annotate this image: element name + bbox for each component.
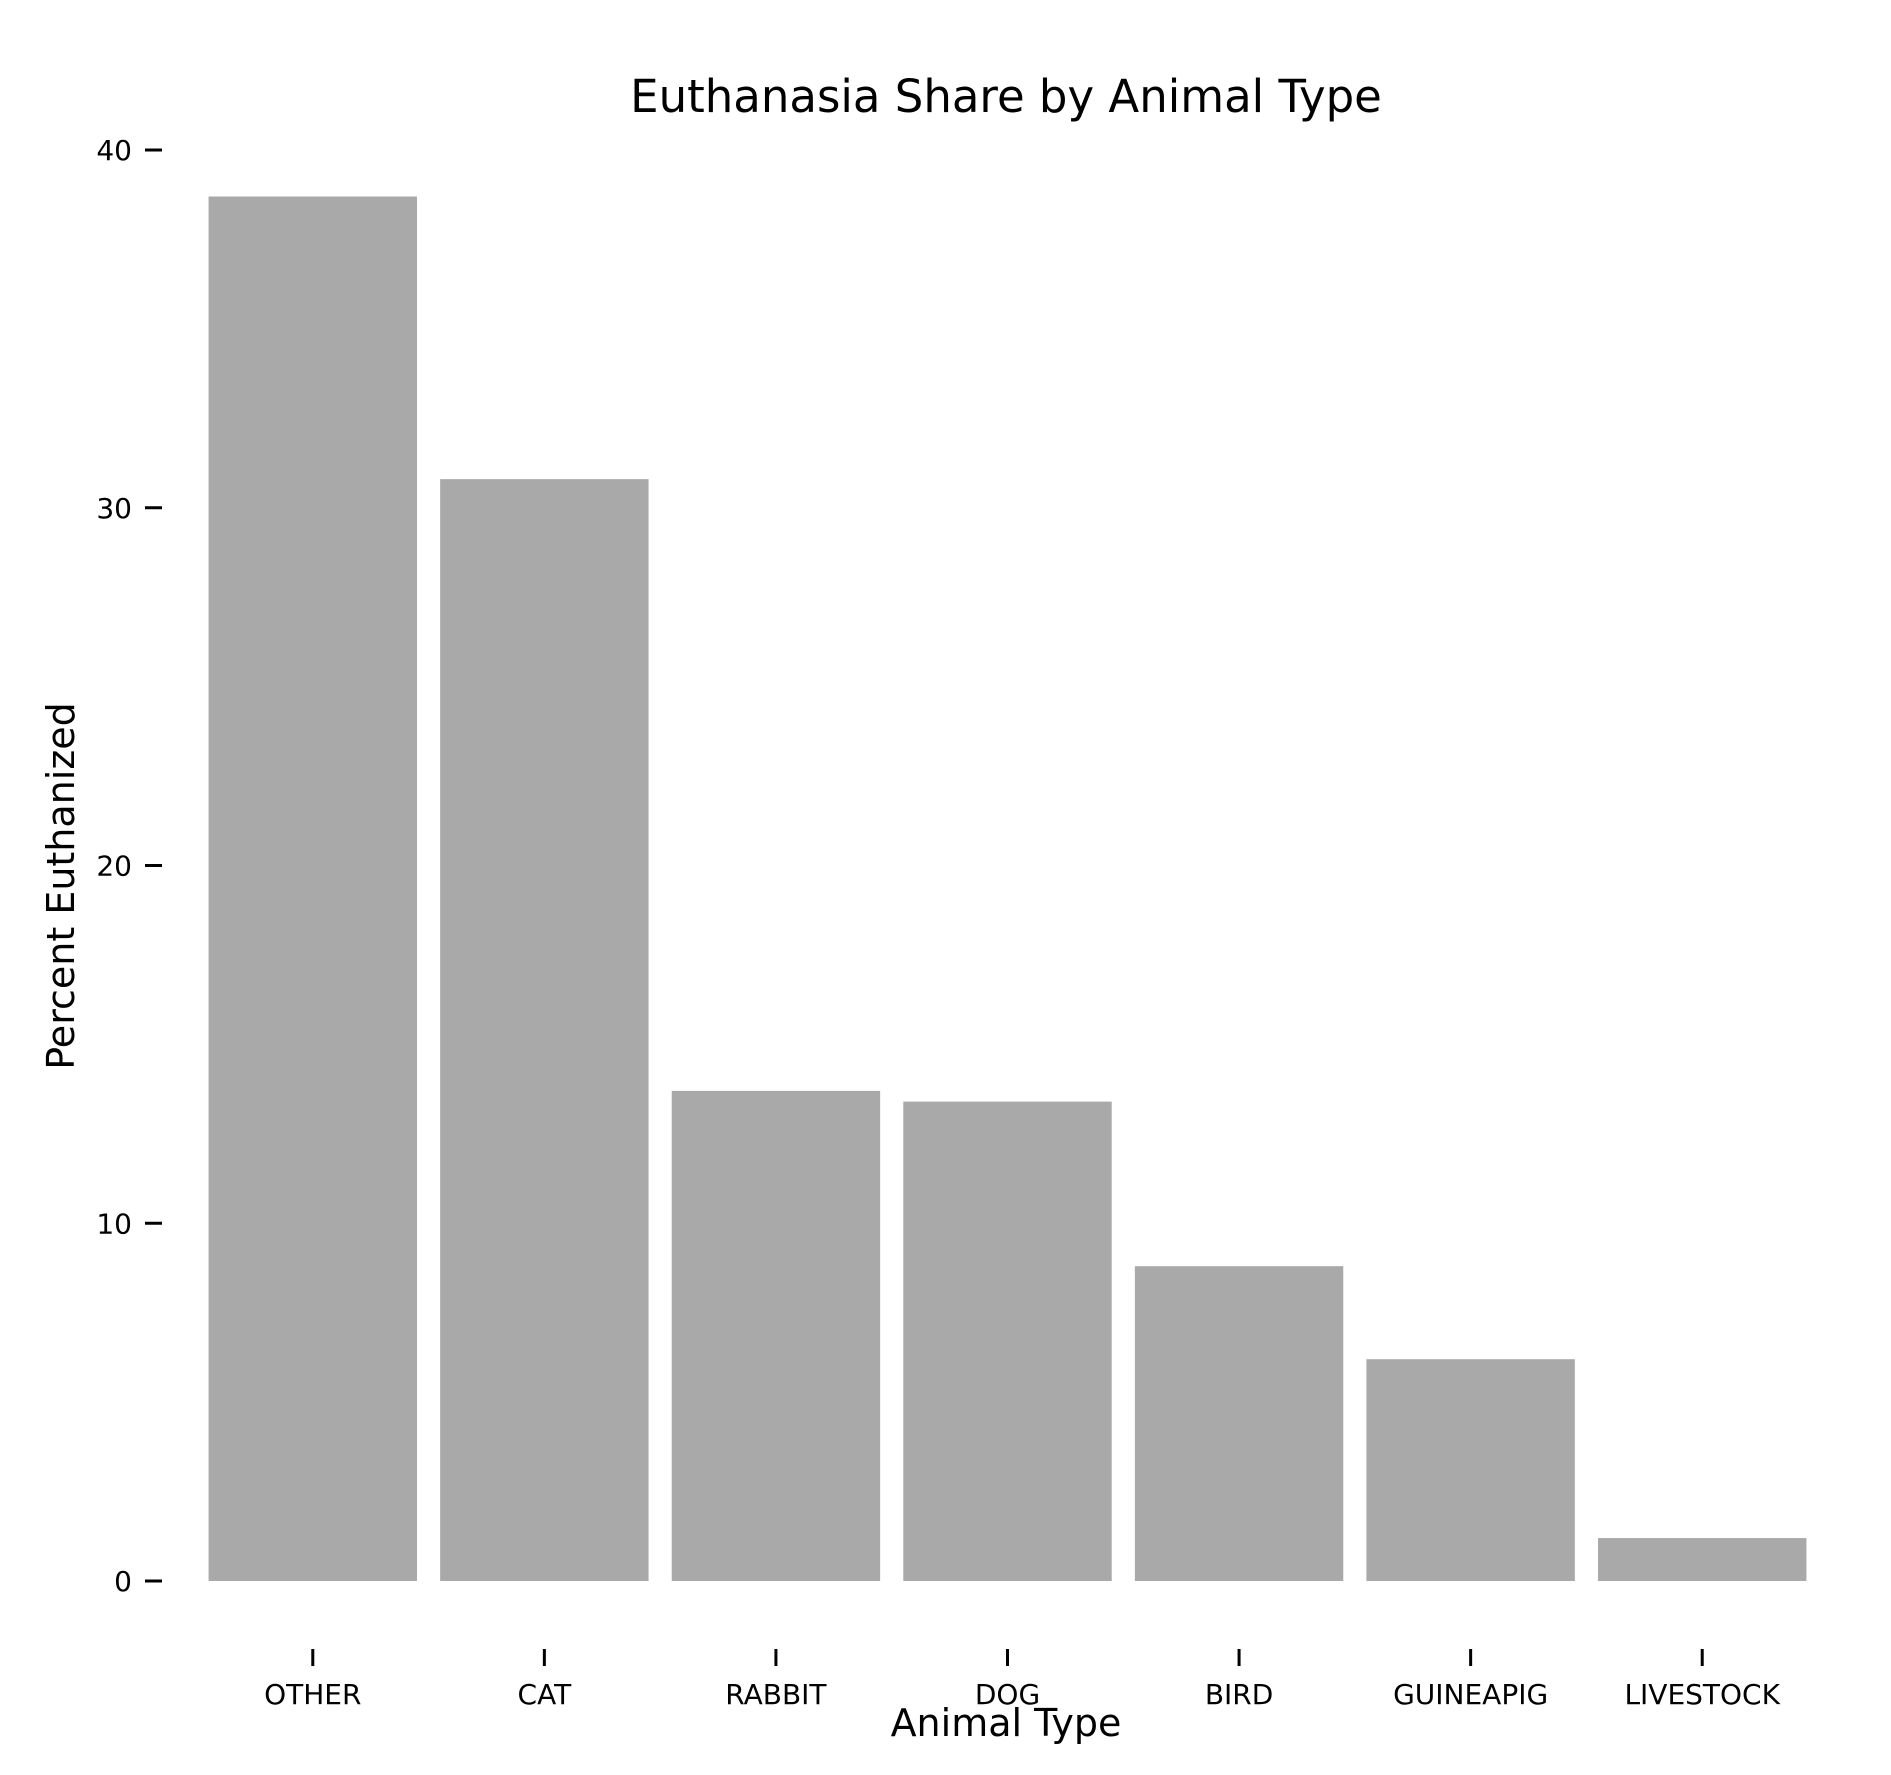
- bar-livestock: [1598, 1538, 1807, 1581]
- y-axis: 0 10 20 30 40: [96, 134, 162, 1598]
- x-tick-label: RABBIT: [725, 1678, 827, 1711]
- bar-guineapig: [1366, 1359, 1575, 1581]
- bar-bird: [1134, 1266, 1344, 1581]
- bar-other: [208, 196, 417, 1581]
- x-axis-label: Animal Type: [891, 1701, 1122, 1745]
- y-tick-label: 0: [114, 1565, 132, 1598]
- bars: [208, 196, 1807, 1581]
- x-tick-label: DOG: [975, 1678, 1040, 1711]
- x-tick-label: GUINEAPIG: [1393, 1678, 1548, 1711]
- x-tick-label: CAT: [518, 1678, 573, 1711]
- y-tick-label: 30: [96, 492, 132, 525]
- chart-title: Euthanasia Share by Animal Type: [630, 70, 1382, 123]
- y-tick-label: 20: [96, 850, 132, 883]
- bar-dog: [903, 1101, 1112, 1581]
- x-tick-label: BIRD: [1205, 1678, 1273, 1711]
- y-tick-label: 40: [96, 134, 132, 167]
- x-tick-label: LIVESTOCK: [1624, 1678, 1780, 1711]
- bar-rabbit: [671, 1090, 881, 1581]
- y-tick-label: 10: [96, 1207, 132, 1240]
- y-axis-label: Percent Euthanized: [39, 702, 83, 1070]
- bar-cat: [440, 479, 649, 1581]
- x-tick-label: OTHER: [264, 1678, 361, 1711]
- x-axis: OTHER CAT RABBIT DOG BIRD GUINEAPIG LIVESTOCK: [264, 1649, 1781, 1711]
